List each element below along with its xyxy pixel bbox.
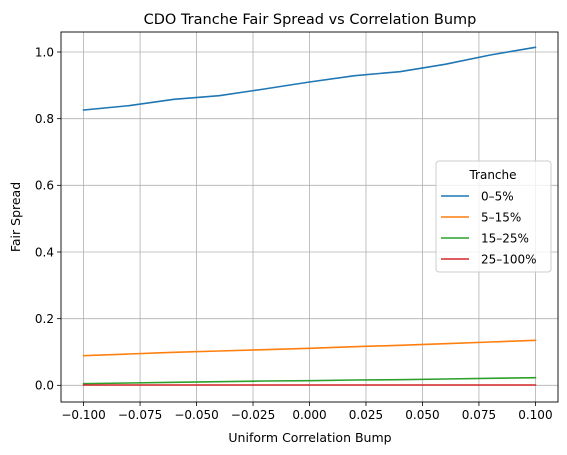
series-line-1 <box>82 46 537 111</box>
series-line-3 <box>82 376 537 385</box>
x-tick-label: 0.025 <box>349 408 383 422</box>
x-tick-label: 0.075 <box>462 408 496 422</box>
y-axis: 0.0 0.2 0.4 0.6 0.8 1.0 <box>35 45 61 393</box>
y-tick-label: 0.4 <box>35 245 54 259</box>
y-tick-label: 0.6 <box>35 179 54 193</box>
x-tick-label: −0.025 <box>231 408 275 422</box>
y-tick-label: 0.2 <box>35 312 54 326</box>
legend: Tranche 0–5% 5–15% 15–25% 25–100% <box>435 160 552 273</box>
y-tick-label: 0.8 <box>35 112 54 126</box>
x-tick-label: 0.000 <box>292 408 326 422</box>
legend-label-2: 5–15% <box>481 210 521 224</box>
x-tick-label: 0.100 <box>518 408 552 422</box>
x-axis-label: Uniform Correlation Bump <box>228 430 391 445</box>
x-axis: −0.100 −0.075 −0.050 −0.025 0.000 0.025 0.050 0… <box>61 402 553 422</box>
series-line-2 <box>82 339 537 357</box>
legend-label-1: 0–5% <box>481 189 514 203</box>
x-tick-label: −0.050 <box>174 408 218 422</box>
x-tick-label: 0.050 <box>405 408 439 422</box>
y-tick-label: 1.0 <box>35 45 54 59</box>
legend-box <box>435 160 552 273</box>
x-tick-label: −0.075 <box>118 408 162 422</box>
chart-title: CDO Tranche Fair Spread vs Correlation B… <box>144 12 477 28</box>
y-tick-label: 0.0 <box>35 379 54 393</box>
y-axis-label: Fair Spread <box>8 182 23 252</box>
legend-title: Tranche <box>468 168 516 182</box>
x-tick-label: −0.100 <box>61 408 105 422</box>
legend-label-3: 15–25% <box>481 231 529 245</box>
legend-label-4: 25–100% <box>481 252 537 266</box>
series-lines <box>82 46 537 386</box>
